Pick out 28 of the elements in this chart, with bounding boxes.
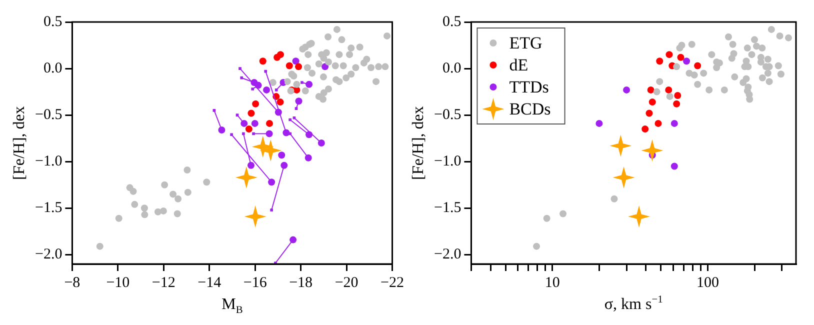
x-tick-label: −12 [152, 274, 176, 291]
legend-label: BCDs [509, 99, 551, 118]
legend-label: dE [509, 55, 528, 74]
x-tick-label: −14 [198, 274, 222, 291]
y-tick-label: −1.0 [34, 154, 62, 170]
y-tick-label: −0.5 [34, 107, 62, 124]
x-tick-label: −18 [289, 274, 313, 291]
x-tick-label: −10 [106, 274, 130, 291]
x-tick-label: −22 [380, 274, 404, 291]
x-tick-label: −20 [334, 274, 358, 291]
y-tick-label: −1.0 [434, 154, 462, 170]
y-tick-label: 0.0 [43, 60, 62, 76]
y-axis-title: [Fe/H], dex [11, 106, 28, 180]
y-tick-label: −1.5 [34, 200, 62, 216]
legend-label: ETG [509, 33, 542, 52]
x-tick-label: 100 [696, 274, 719, 291]
y-tick-label: 0.5 [43, 14, 62, 30]
y-tick-label: −2.0 [434, 246, 462, 263]
y-axis-title: [Fe/H], dex [410, 106, 427, 180]
y-tick-label: 0.0 [442, 60, 462, 76]
x-tick-label: −8 [64, 274, 80, 291]
y-tick-label: 0.5 [442, 14, 462, 30]
y-tick-label: −2.0 [34, 246, 62, 263]
x-tick-label: 10 [544, 274, 560, 291]
x-tick-label: −16 [243, 274, 268, 291]
y-tick-label: −0.5 [434, 107, 462, 124]
legend-label: TTDs [509, 77, 549, 96]
y-tick-label: −1.5 [434, 200, 462, 216]
